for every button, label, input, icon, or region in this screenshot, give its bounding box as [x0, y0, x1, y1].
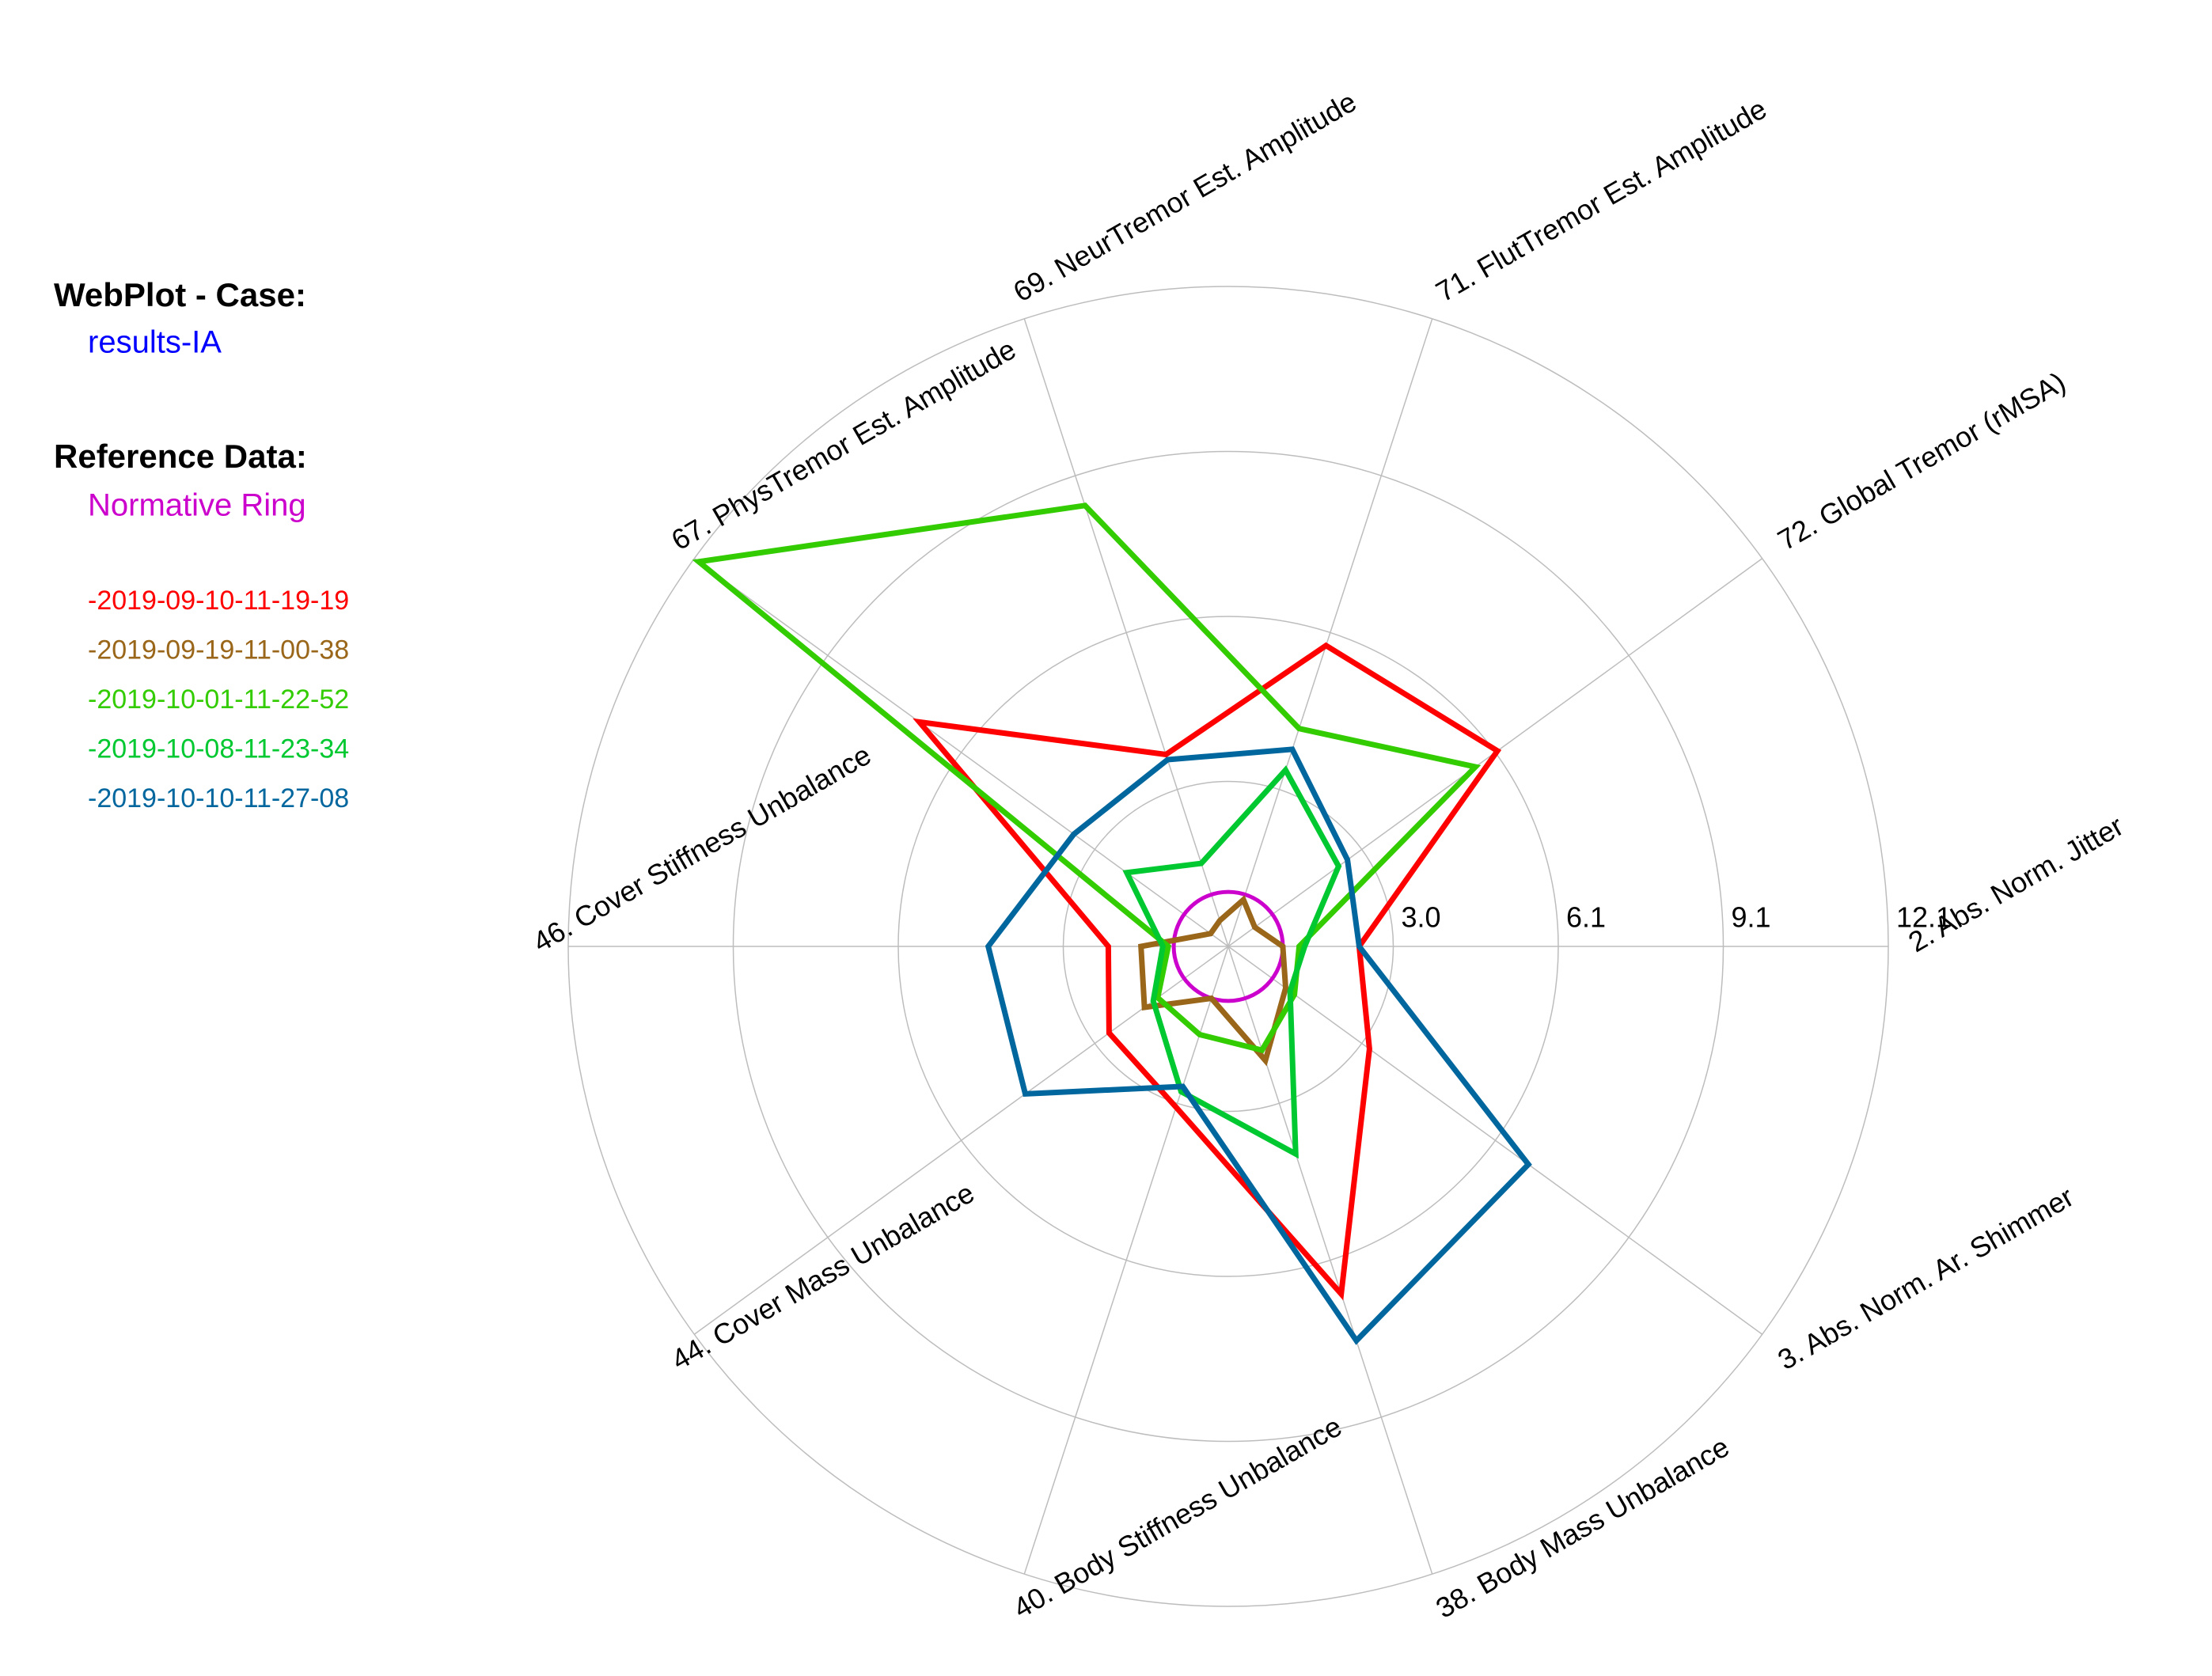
legend-entry: -2019-10-10-11-27-08 — [88, 783, 349, 813]
r-tick-label: 6.1 — [1566, 901, 1606, 934]
series-polygon — [912, 642, 1502, 1301]
legend-entry: -2019-09-19-11-00-38 — [88, 635, 349, 665]
series-polygon — [985, 746, 1532, 1345]
r-tick-label: 3.0 — [1402, 901, 1441, 934]
legend-entry: -2019-10-08-11-23-34 — [88, 734, 349, 764]
r-tick-label: 12.1 — [1896, 901, 1952, 934]
category-label: 69. NeurTremor Est. Amplitude — [1007, 85, 1361, 309]
category-label: 44. Cover Mass Unbalance — [666, 1176, 980, 1376]
category-label: 3. Abs. Norm. Ar. Shimmer — [1772, 1180, 2079, 1376]
category-label: 2. Abs. Norm. Jitter — [1903, 810, 2129, 959]
r-tick-label: 9.1 — [1732, 901, 1771, 934]
category-label: 46. Cover Stiffness Unbalance — [527, 738, 876, 958]
category-label: 72. Global Tremor (rMSA) — [1772, 366, 2070, 557]
grid-ring — [1062, 780, 1394, 1113]
reference-name: Normative Ring — [88, 488, 306, 523]
grid-ring — [732, 450, 1724, 1443]
category-label: 71. FlutTremor Est. Amplitude — [1430, 93, 1772, 309]
reference-title: Reference Data: — [54, 438, 307, 475]
grid-ring — [567, 286, 1889, 1607]
legend-entry: -2019-10-01-11-22-52 — [88, 684, 349, 715]
case-title: WebPlot - Case: — [54, 276, 306, 313]
series-polygon — [1122, 765, 1342, 1159]
category-label: 40. Body Stiffness Unbalance — [1007, 1410, 1347, 1625]
series-polygon — [692, 502, 1482, 1054]
case-name: results-IA — [88, 325, 222, 360]
legend-entry: -2019-09-10-11-19-19 — [88, 586, 349, 616]
grid-ring — [897, 616, 1559, 1277]
category-label: 38. Body Mass Unbalance — [1430, 1430, 1734, 1625]
